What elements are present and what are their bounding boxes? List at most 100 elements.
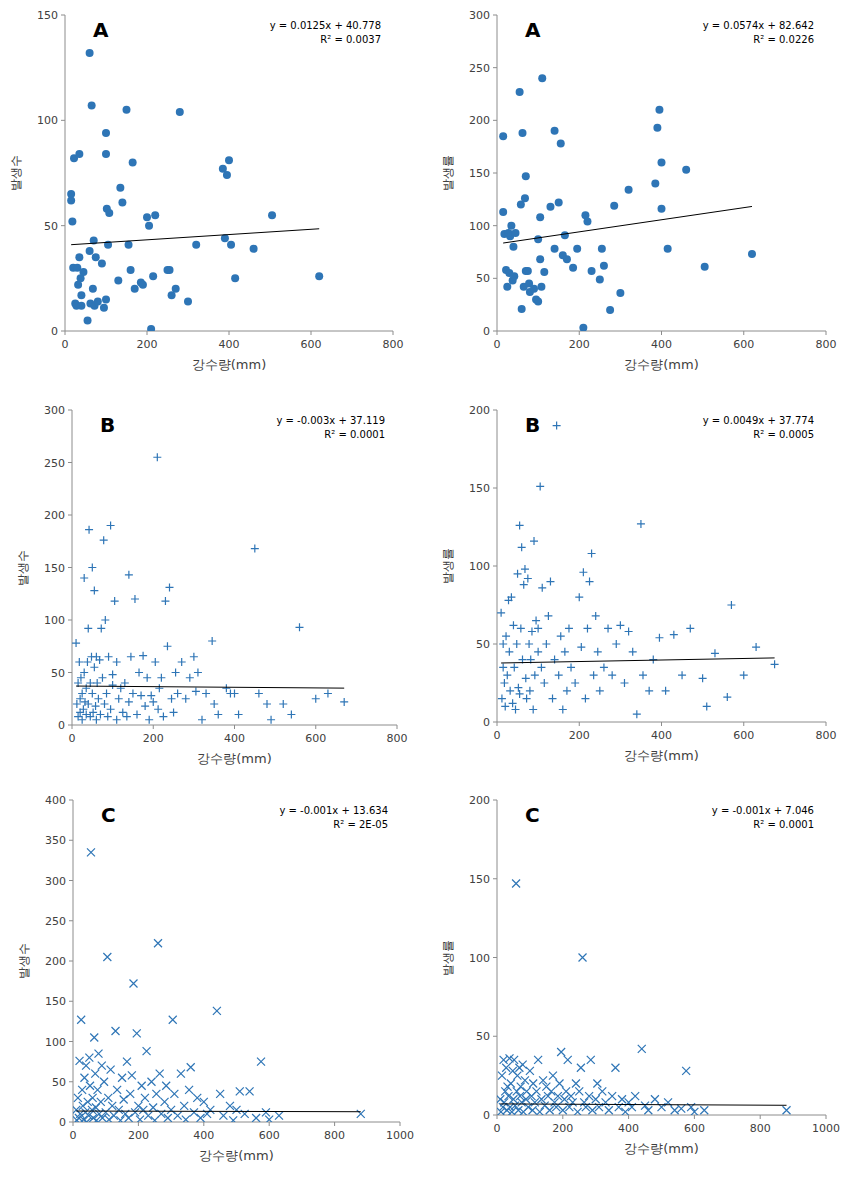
point bbox=[638, 1045, 646, 1053]
point bbox=[530, 537, 538, 545]
point bbox=[518, 1098, 526, 1106]
point bbox=[536, 213, 544, 221]
point bbox=[82, 711, 90, 719]
point bbox=[593, 1080, 601, 1088]
x-tick bbox=[269, 1122, 270, 1126]
point bbox=[222, 684, 230, 692]
y-axis-label: 발생수 bbox=[16, 550, 30, 586]
x-tick bbox=[743, 331, 744, 335]
point bbox=[540, 268, 548, 276]
point bbox=[701, 263, 709, 271]
point bbox=[72, 639, 80, 647]
y-tick bbox=[493, 225, 497, 226]
point bbox=[129, 980, 137, 988]
x-tick-label: 200 bbox=[569, 338, 590, 351]
point bbox=[125, 241, 133, 249]
point bbox=[608, 671, 616, 679]
point bbox=[265, 1116, 273, 1122]
y-tick-label: 100 bbox=[37, 114, 58, 127]
point bbox=[67, 190, 75, 198]
point bbox=[577, 643, 585, 651]
y-tick bbox=[61, 225, 65, 226]
x-tick-label: 800 bbox=[750, 1122, 771, 1135]
point bbox=[653, 124, 661, 132]
x-tick-label: 600 bbox=[301, 338, 322, 351]
y-tick-label: 300 bbox=[44, 404, 65, 417]
y-tick-label: 50 bbox=[476, 638, 490, 651]
y-tick bbox=[61, 120, 65, 121]
point bbox=[783, 1106, 791, 1114]
point bbox=[518, 129, 526, 137]
point bbox=[517, 624, 525, 632]
point bbox=[521, 194, 529, 202]
point bbox=[144, 1112, 152, 1120]
x-axis-label: 강수량(mm) bbox=[197, 751, 271, 766]
point bbox=[546, 578, 554, 586]
point bbox=[537, 663, 545, 671]
point bbox=[77, 1016, 85, 1024]
y-tick-label: 50 bbox=[51, 667, 65, 680]
x-tick bbox=[311, 331, 312, 335]
equation: R² = 0.0001 bbox=[324, 429, 385, 440]
x-tick-label: 400 bbox=[193, 1129, 214, 1142]
point bbox=[518, 305, 526, 313]
x-tick-label: 800 bbox=[816, 338, 837, 351]
point bbox=[502, 632, 510, 640]
point bbox=[611, 1064, 619, 1072]
y-tick bbox=[493, 878, 497, 879]
plot-area bbox=[497, 879, 791, 1115]
point bbox=[78, 690, 86, 698]
point bbox=[503, 671, 511, 679]
point bbox=[544, 612, 552, 620]
trendline bbox=[71, 229, 319, 245]
point bbox=[529, 706, 537, 714]
point bbox=[154, 705, 162, 713]
panel: 0501001502002503000200400600800강수량(mm)발생… bbox=[441, 9, 837, 372]
y-tick bbox=[69, 1001, 73, 1002]
point bbox=[555, 671, 563, 679]
point bbox=[583, 624, 591, 632]
point bbox=[170, 708, 178, 716]
point bbox=[84, 1098, 92, 1106]
point bbox=[96, 656, 104, 664]
y-tick-label: 0 bbox=[58, 719, 65, 732]
point bbox=[151, 658, 159, 666]
point bbox=[129, 690, 137, 698]
point bbox=[79, 1102, 87, 1110]
point bbox=[267, 716, 275, 724]
point bbox=[279, 700, 287, 708]
x-axis bbox=[497, 1115, 826, 1116]
point bbox=[525, 640, 533, 648]
point bbox=[600, 663, 608, 671]
point bbox=[563, 687, 571, 695]
point bbox=[571, 679, 579, 687]
x-tick bbox=[147, 331, 148, 335]
point bbox=[92, 253, 100, 261]
point bbox=[94, 1086, 102, 1094]
point bbox=[198, 716, 206, 724]
x-tick-label: 400 bbox=[618, 1122, 639, 1135]
point bbox=[658, 158, 666, 166]
point bbox=[101, 700, 109, 708]
y-tick bbox=[493, 800, 497, 801]
point bbox=[88, 102, 96, 110]
point bbox=[645, 687, 653, 695]
point bbox=[501, 702, 509, 710]
y-tick-label: 350 bbox=[45, 834, 66, 847]
point bbox=[499, 208, 507, 216]
point bbox=[711, 649, 719, 657]
point bbox=[509, 243, 517, 251]
point bbox=[86, 49, 94, 57]
point bbox=[80, 1074, 88, 1082]
point bbox=[131, 285, 139, 293]
y-tick-label: 200 bbox=[469, 404, 490, 417]
x-tick-label: 200 bbox=[552, 1122, 573, 1135]
point bbox=[610, 202, 618, 210]
x-tick bbox=[315, 725, 316, 729]
point bbox=[84, 624, 92, 632]
y-tick-label: 150 bbox=[45, 995, 66, 1008]
point bbox=[655, 634, 663, 642]
point bbox=[608, 1092, 616, 1100]
y-tick-label: 150 bbox=[469, 167, 490, 180]
plot-area bbox=[497, 422, 778, 719]
